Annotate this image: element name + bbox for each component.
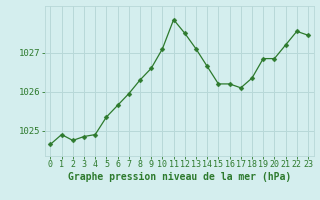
X-axis label: Graphe pression niveau de la mer (hPa): Graphe pression niveau de la mer (hPa) (68, 172, 291, 182)
